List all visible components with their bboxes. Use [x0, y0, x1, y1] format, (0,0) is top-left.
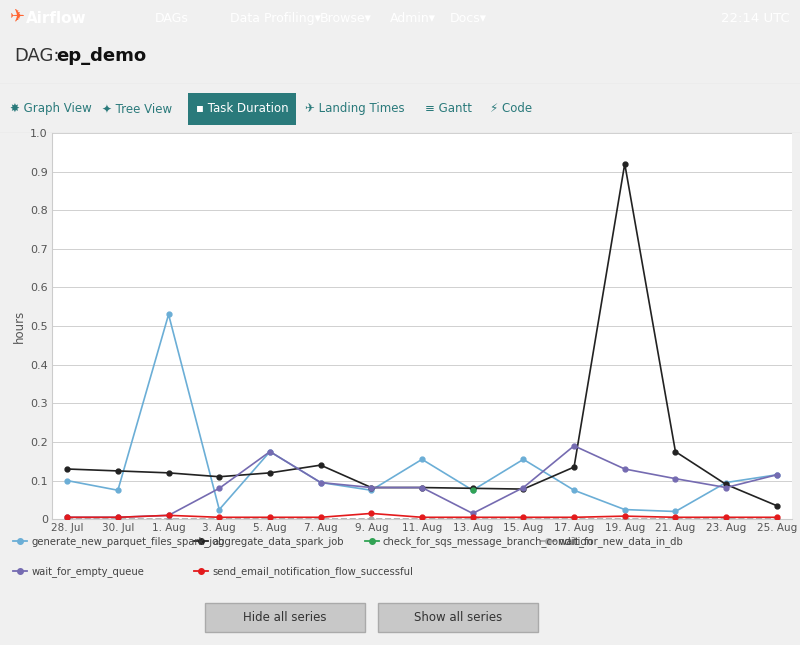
Text: ✸ Graph View: ✸ Graph View: [10, 102, 92, 115]
Text: generate_new_parquet_files_spark_job: generate_new_parquet_files_spark_job: [31, 536, 225, 547]
Text: ≡ Gantt: ≡ Gantt: [425, 102, 472, 115]
Text: ⚡ Code: ⚡ Code: [490, 102, 532, 115]
FancyBboxPatch shape: [378, 604, 538, 631]
FancyBboxPatch shape: [205, 604, 365, 631]
Text: Hide all series: Hide all series: [243, 611, 326, 624]
Text: Admin▾: Admin▾: [390, 12, 436, 25]
FancyBboxPatch shape: [188, 93, 296, 125]
Text: send_email_notification_flow_successful: send_email_notification_flow_successful: [212, 566, 413, 577]
Text: 22:14 UTC: 22:14 UTC: [722, 12, 790, 25]
Text: ✈: ✈: [10, 9, 25, 27]
Text: ✦ Tree View: ✦ Tree View: [102, 102, 172, 115]
Text: ep_demo: ep_demo: [56, 47, 146, 65]
Text: DAG:: DAG:: [14, 47, 59, 65]
Text: check_for_sqs_message_branch_condition: check_for_sqs_message_branch_condition: [383, 536, 594, 547]
Text: wait_for_empty_queue: wait_for_empty_queue: [31, 566, 144, 577]
Text: Browse▾: Browse▾: [320, 12, 372, 25]
Text: aggregate_data_spark_job: aggregate_data_spark_job: [212, 536, 343, 547]
Y-axis label: hours: hours: [13, 310, 26, 342]
Text: Airflow: Airflow: [26, 10, 86, 26]
Text: Show all series: Show all series: [414, 611, 502, 624]
Text: Data Profiling▾: Data Profiling▾: [230, 12, 321, 25]
Text: DAGs: DAGs: [155, 12, 189, 25]
Text: Docs▾: Docs▾: [450, 12, 487, 25]
Text: ✈ Landing Times: ✈ Landing Times: [305, 102, 405, 115]
Text: wait_for_new_data_in_db: wait_for_new_data_in_db: [559, 536, 683, 547]
Text: ▪ Task Duration: ▪ Task Duration: [196, 102, 288, 115]
